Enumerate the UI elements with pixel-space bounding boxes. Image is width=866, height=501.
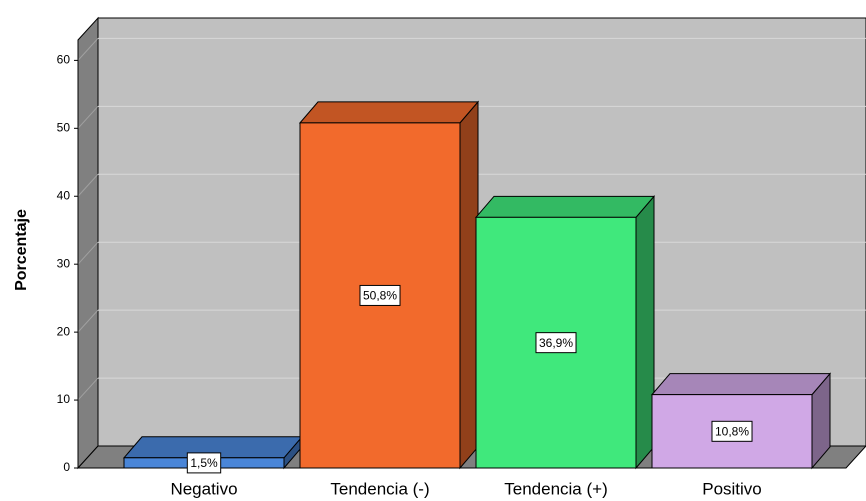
value-label: 36,9% <box>539 336 573 350</box>
grid-line <box>77 173 99 197</box>
value-label: 1,5% <box>190 456 218 470</box>
x-tick-label: Tendencia (+) <box>504 479 607 498</box>
bar-top <box>650 373 832 396</box>
y-tick-label: 10 <box>57 392 71 406</box>
value-label-box <box>711 420 753 442</box>
value-label-box <box>535 332 577 354</box>
y-tick-label: 50 <box>57 120 71 134</box>
x-tick-label: Negativo <box>170 479 237 498</box>
y-tick-label: 20 <box>57 324 71 338</box>
y-tick-label: 0 <box>63 460 70 474</box>
bar-side <box>635 194 655 470</box>
grid-line <box>77 241 99 265</box>
value-label: 10,8% <box>715 424 749 438</box>
value-label-box <box>186 452 222 474</box>
y-tick-label: 40 <box>57 188 71 202</box>
y-tick-label: 30 <box>57 256 71 270</box>
y-axis-label: Porcentaje <box>13 209 30 291</box>
grid-line <box>77 309 99 333</box>
value-label-box <box>359 284 401 306</box>
side-wall <box>77 16 99 470</box>
y-tick-label: 60 <box>57 53 71 67</box>
x-tick-label: Positivo <box>702 479 762 498</box>
bar-side <box>459 100 479 470</box>
x-tick-label: Tendencia (-) <box>330 479 429 498</box>
bar-top <box>298 101 480 124</box>
value-label: 50,8% <box>363 289 397 303</box>
grid-line <box>77 377 99 401</box>
bar-top <box>474 195 656 218</box>
grid-line <box>77 105 99 129</box>
grid-line <box>77 38 99 61</box>
